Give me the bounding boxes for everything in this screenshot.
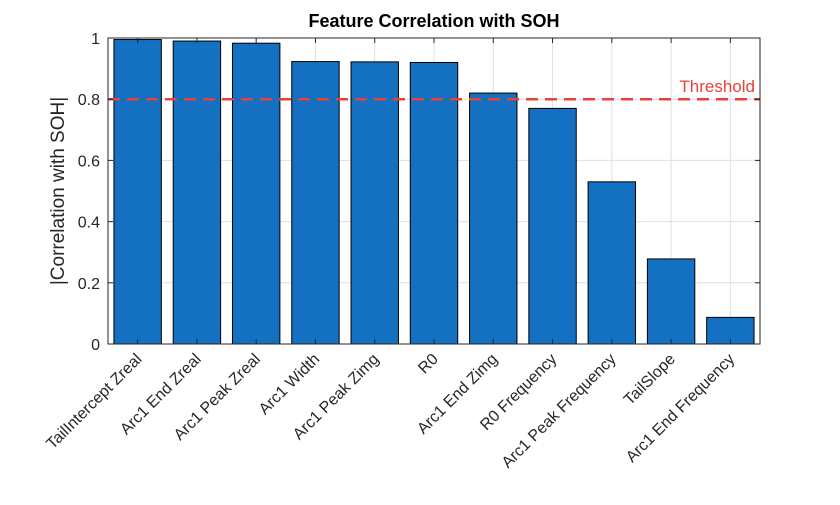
bar bbox=[646, 258, 696, 345]
bar bbox=[113, 39, 162, 345]
bars bbox=[113, 39, 755, 345]
bar bbox=[172, 40, 222, 345]
bar bbox=[469, 92, 518, 345]
threshold-label: Threshold bbox=[679, 77, 755, 96]
bar bbox=[291, 61, 340, 345]
y-axis-label: |Correlation with SOH| bbox=[48, 97, 69, 285]
y-tick-label: 1 bbox=[91, 31, 100, 48]
y-tick-label: 0 bbox=[91, 337, 100, 354]
y-tick-label: 0.4 bbox=[78, 215, 100, 232]
threshold-marker: Threshold bbox=[108, 77, 760, 101]
y-tick-label: 0.8 bbox=[78, 92, 100, 109]
bar bbox=[409, 61, 459, 345]
y-axis-ticks: 0 0.2 0.4 0.6 0.8 1 bbox=[78, 31, 760, 354]
y-tick-label: 0.6 bbox=[78, 153, 100, 170]
bar bbox=[528, 107, 577, 345]
bar bbox=[587, 181, 637, 345]
y-tick-label: 0.2 bbox=[78, 276, 100, 293]
bar bbox=[231, 42, 281, 345]
chart-title: Feature Correlation with SOH bbox=[308, 11, 559, 31]
bar bbox=[350, 61, 399, 345]
